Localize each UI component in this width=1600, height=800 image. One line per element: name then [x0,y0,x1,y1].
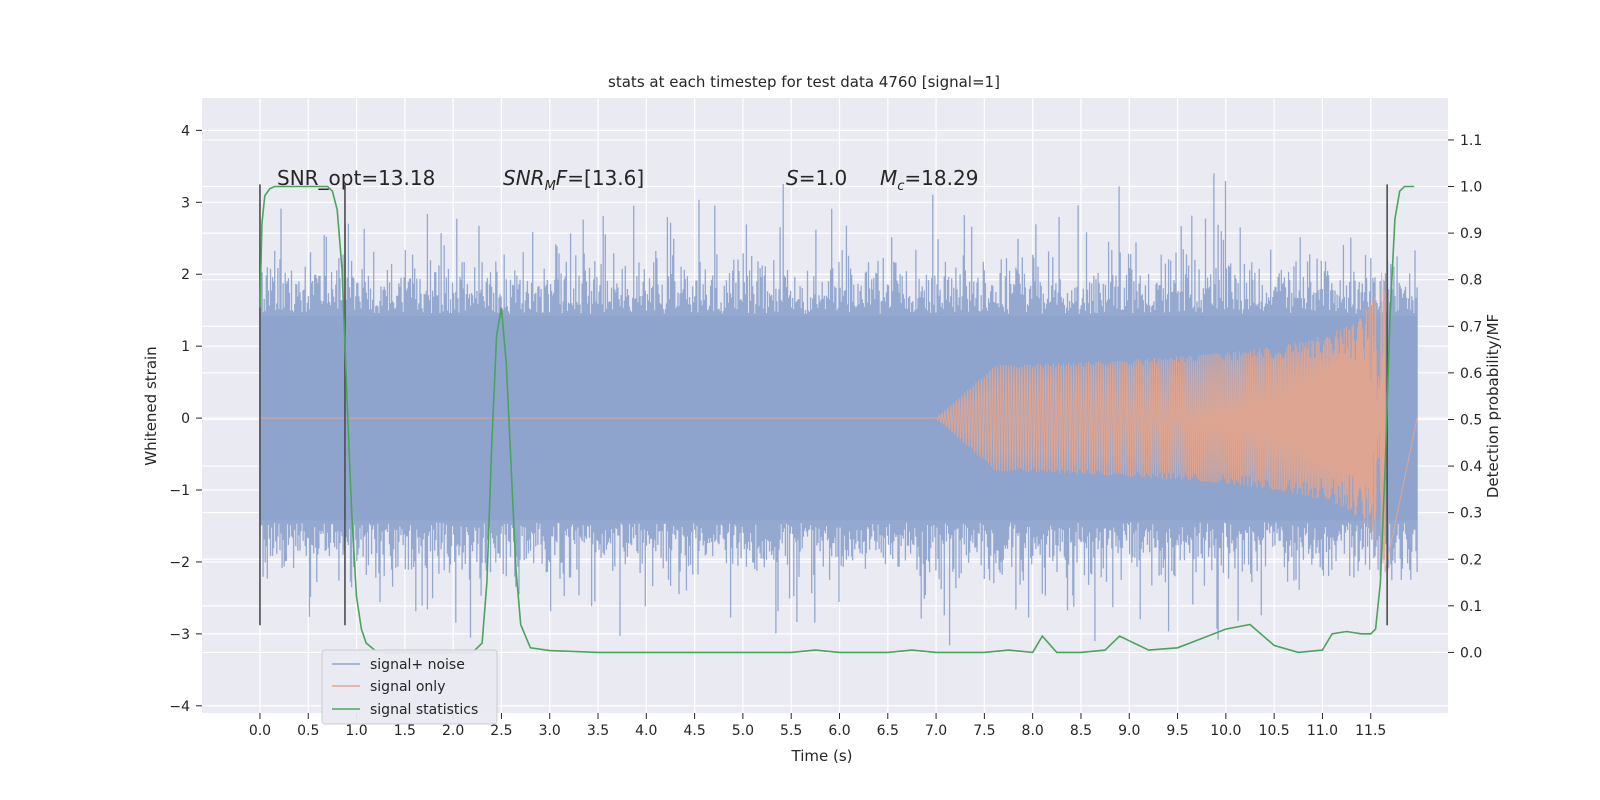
annotation-s: S=1.0 [786,166,847,190]
series-signal-only [260,272,1418,573]
y2-tick-label-4: 0.4 [1460,459,1482,475]
annotation-mc: Mc=18.29 [880,166,978,194]
x-tick-label-22: 11.0 [1307,723,1338,739]
legend-label-signal-statistics: signal statistics [370,702,478,718]
y-axis-left: −4 −3 −2 −1 0 1 2 3 4 [169,123,202,715]
y-tick-label-2: −2 [169,555,190,571]
y-tick-label-8: 4 [181,123,190,139]
x-tick-label-7: 3.5 [587,723,609,739]
x-tick-label-21: 10.5 [1259,723,1290,739]
x-tick-label-1: 0.5 [297,723,319,739]
x-tick-label-11: 5.5 [780,723,802,739]
x-tick-label-9: 4.5 [683,723,705,739]
y2-tick-label-8: 0.8 [1460,273,1482,289]
x-tick-label-8: 4.0 [635,723,657,739]
y-tick-label-7: 3 [181,195,190,211]
x-tick-label-16: 8.0 [1022,723,1044,739]
y-axis-label: Whitened strain [142,346,160,465]
x-tick-label-4: 2.0 [442,723,464,739]
y-tick-label-3: −1 [169,483,190,499]
x-tick-label-2: 1.0 [345,723,367,739]
y2-tick-label-10: 1.0 [1460,180,1482,196]
x-tick-label-18: 9.0 [1118,723,1140,739]
y2-axis-label: Detection probability/MF [1484,314,1502,498]
legend-label-signal-only: signal only [370,679,445,695]
x-tick-label-14: 7.0 [925,723,947,739]
chart-title: stats at each timestep for test data 476… [608,73,1000,91]
x-tick-label-23: 11.5 [1355,723,1386,739]
legend-label-signal-noise: signal+ noise [370,657,465,673]
y2-tick-label-9: 0.9 [1460,226,1482,242]
x-tick-label-20: 10.0 [1210,723,1241,739]
x-tick-label-6: 3.0 [539,723,561,739]
x-tick-label-12: 6.0 [828,723,850,739]
legend-box [321,649,498,725]
x-tick-label-10: 5.0 [732,723,754,739]
x-tick-label-15: 7.5 [973,723,995,739]
y-tick-label-4: 0 [181,411,190,427]
y2-tick-label-3: 0.3 [1460,506,1482,522]
y2-tick-label-11: 1.1 [1460,133,1482,149]
y2-tick-label-5: 0.5 [1460,412,1482,428]
y2-tick-label-7: 0.7 [1460,319,1482,335]
x-axis: 0.0 0.5 1.0 1.5 2.0 2.5 3.0 3.5 4.0 4.5 5.0 5.5 6.0 6… [249,713,1386,739]
annotation-snr-mf: SNRMF=[13.6] [503,166,644,194]
x-axis-label: Time (s) [791,747,853,765]
y-tick-label-0: −4 [169,699,190,715]
series-signal-statistics [259,185,1415,654]
x-tick-label-13: 6.5 [877,723,899,739]
legend: signal+ noise signal only signal statist… [321,649,498,725]
annotation-snr-opt: SNR_opt=13.18 [277,166,435,190]
x-tick-label-3: 1.5 [394,723,416,739]
y2-tick-label-2: 0.2 [1460,552,1482,568]
annotations: SNR_opt=13.18 SNRMF=[13.6] S=1.0 Mc=18.2… [277,166,978,194]
annotation-snr-mf-value: =[13.6] [567,166,644,190]
y-tick-label-6: 2 [181,267,190,283]
x-tick-label-0: 0.0 [249,723,271,739]
y2-tick-label-1: 0.1 [1460,599,1482,615]
x-tick-label-19: 9.5 [1166,723,1188,739]
x-tick-label-17: 8.5 [1070,723,1092,739]
y2-tick-label-0: 0.0 [1460,645,1482,661]
y2-tick-label-6: 0.6 [1460,366,1482,382]
x-tick-label-5: 2.5 [490,723,512,739]
y-tick-label-5: 1 [181,339,190,355]
y-tick-label-1: −3 [169,627,190,643]
y-axis-right: 0.0 0.1 0.2 0.3 0.4 0.5 0.6 0.7 0.8 0.9 1.0 1.1 [1448,133,1482,661]
